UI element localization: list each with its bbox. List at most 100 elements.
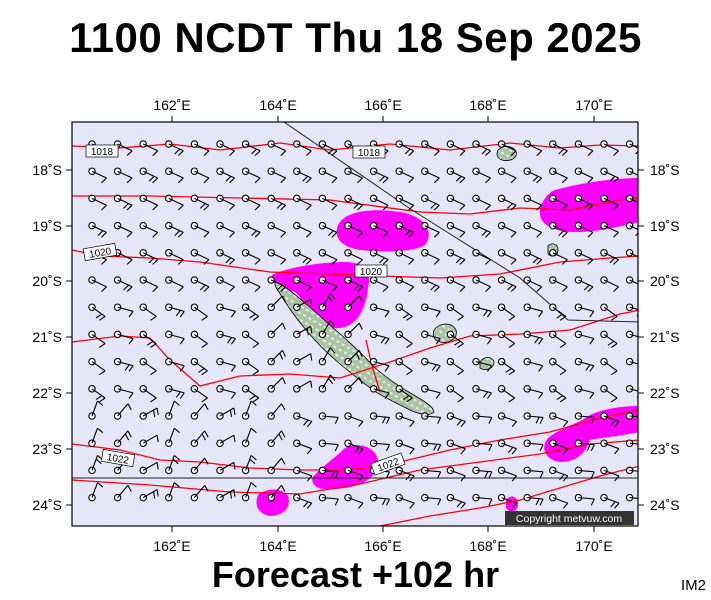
wind-barb-staff: [168, 197, 184, 206]
wind-barb-staff: [117, 197, 133, 206]
wind-barb-feather: [384, 338, 390, 345]
wind-barb-feather: [353, 284, 360, 291]
wind-barb-staff: [142, 170, 158, 179]
wind-barb-feather: [95, 458, 102, 465]
wind-barb-staff: [194, 388, 208, 399]
wind-barb-feather: [331, 286, 338, 292]
wind-barb-feather: [281, 457, 286, 465]
wind-barb-station: [497, 194, 506, 203]
lon-tick-label: 168˚E: [469, 538, 506, 554]
wind-barb-feather: [306, 448, 313, 455]
wind-barb-staff: [603, 361, 618, 372]
wind-barb-feather: [357, 232, 363, 238]
wind-barb-staff: [142, 197, 158, 206]
wind-barb-feather: [460, 448, 466, 455]
wind-barb-staff: [450, 361, 464, 372]
wind-barb-staff: [578, 170, 594, 179]
wind-barb-feather: [610, 501, 616, 508]
wind-barb-staff: [450, 333, 464, 345]
wind-barb-feather: [613, 259, 619, 265]
wind-barb-feather: [409, 475, 415, 482]
wind-barb-staff: [168, 388, 185, 394]
wind-barb-feather: [460, 502, 466, 509]
wind-barb-staff: [347, 349, 360, 362]
wind-barb-feather: [249, 458, 256, 465]
wind-barb-staff: [475, 415, 492, 418]
wind-barb-feather: [199, 284, 206, 291]
wind-barb-feather: [280, 259, 287, 265]
wind-barb-feather: [250, 400, 257, 406]
wind-barb-station: [497, 439, 506, 447]
wind-barb-feather: [536, 259, 543, 265]
wind-barb-feather: [539, 471, 544, 479]
wind-barb-staff: [193, 430, 206, 444]
wind-barb-staff: [501, 143, 517, 152]
wind-barb-feather: [229, 204, 235, 211]
lon-tick-label: 164˚E: [259, 538, 296, 554]
wind-barb-station: [472, 330, 480, 339]
wind-barb-staff: [347, 442, 364, 450]
wind-barb-feather: [97, 230, 104, 236]
wind-barb-feather: [172, 458, 179, 465]
wind-barb-feather: [173, 482, 180, 488]
wind-barb-staff: [219, 279, 235, 288]
wind-barb-staff: [552, 170, 568, 179]
wind-barb-feather: [455, 257, 462, 264]
wind-barb-feather: [148, 257, 155, 264]
wind-barb-staff: [398, 252, 414, 261]
wind-barb-staff: [168, 225, 184, 233]
lon-tick-label: 170˚E: [575, 97, 612, 113]
wind-barb-feather: [305, 232, 312, 238]
wind-barb-feather: [508, 343, 516, 348]
wind-barb-feather: [483, 309, 489, 317]
wind-barb-staff: [603, 279, 619, 288]
wind-barb-feather: [310, 299, 313, 307]
boundary-lines: [72, 122, 638, 479]
wind-barb-feather: [353, 203, 360, 209]
wind-barb-feather: [331, 232, 338, 238]
wind-barb-feather: [124, 433, 130, 441]
wind-barb-feather: [201, 433, 206, 441]
wind-barb-staff: [552, 333, 567, 345]
wind-barb-staff: [603, 469, 620, 477]
wind-barb-staff: [296, 415, 312, 423]
wind-barb-feather: [98, 370, 106, 376]
wind-barb-staff: [91, 170, 107, 179]
wind-barb-feather: [276, 284, 283, 291]
wind-barb-feather: [357, 259, 363, 265]
wind-barb-feather: [384, 392, 390, 399]
wind-barb-staff: [526, 279, 542, 288]
wind-barb-feather: [409, 448, 415, 455]
wind-barb-feather: [254, 204, 261, 211]
wind-barb-feather: [539, 417, 544, 424]
wind-barb-staff: [168, 482, 175, 498]
wind-barb-station: [318, 167, 327, 175]
wind-barb-staff: [321, 293, 331, 308]
wind-barb-feather: [230, 365, 236, 372]
wind-barb-feather: [358, 377, 363, 385]
wind-barb-staff: [424, 225, 440, 233]
wind-barb-staff: [91, 455, 99, 471]
wind-barb-staff: [347, 279, 363, 288]
wind-barb-station: [369, 221, 378, 230]
wind-barb-staff: [552, 279, 568, 288]
wind-barb-staff: [296, 225, 312, 233]
wind-barb-feather: [435, 365, 441, 372]
wind-barb-feather: [331, 204, 338, 211]
wind-barb-staff: [450, 306, 464, 317]
wind-barb-feather: [559, 474, 565, 481]
wind-barb-feather: [590, 471, 595, 479]
wind-barb-feather: [177, 204, 184, 211]
wind-barb-feather: [201, 397, 208, 403]
wind-barb-staff: [142, 489, 158, 499]
wind-barb-staff: [501, 170, 517, 179]
wind-barb-staff: [526, 225, 542, 233]
wind-barb-staff: [552, 469, 568, 477]
wind-barb-staff: [322, 143, 338, 152]
wind-barb-feather: [483, 391, 489, 398]
wind-barb-station: [625, 357, 634, 366]
wind-barb-feather: [485, 259, 491, 265]
wind-barb-feather: [382, 259, 389, 265]
wind-barb-staff: [398, 143, 414, 152]
wind-barb-staff: [424, 197, 440, 206]
